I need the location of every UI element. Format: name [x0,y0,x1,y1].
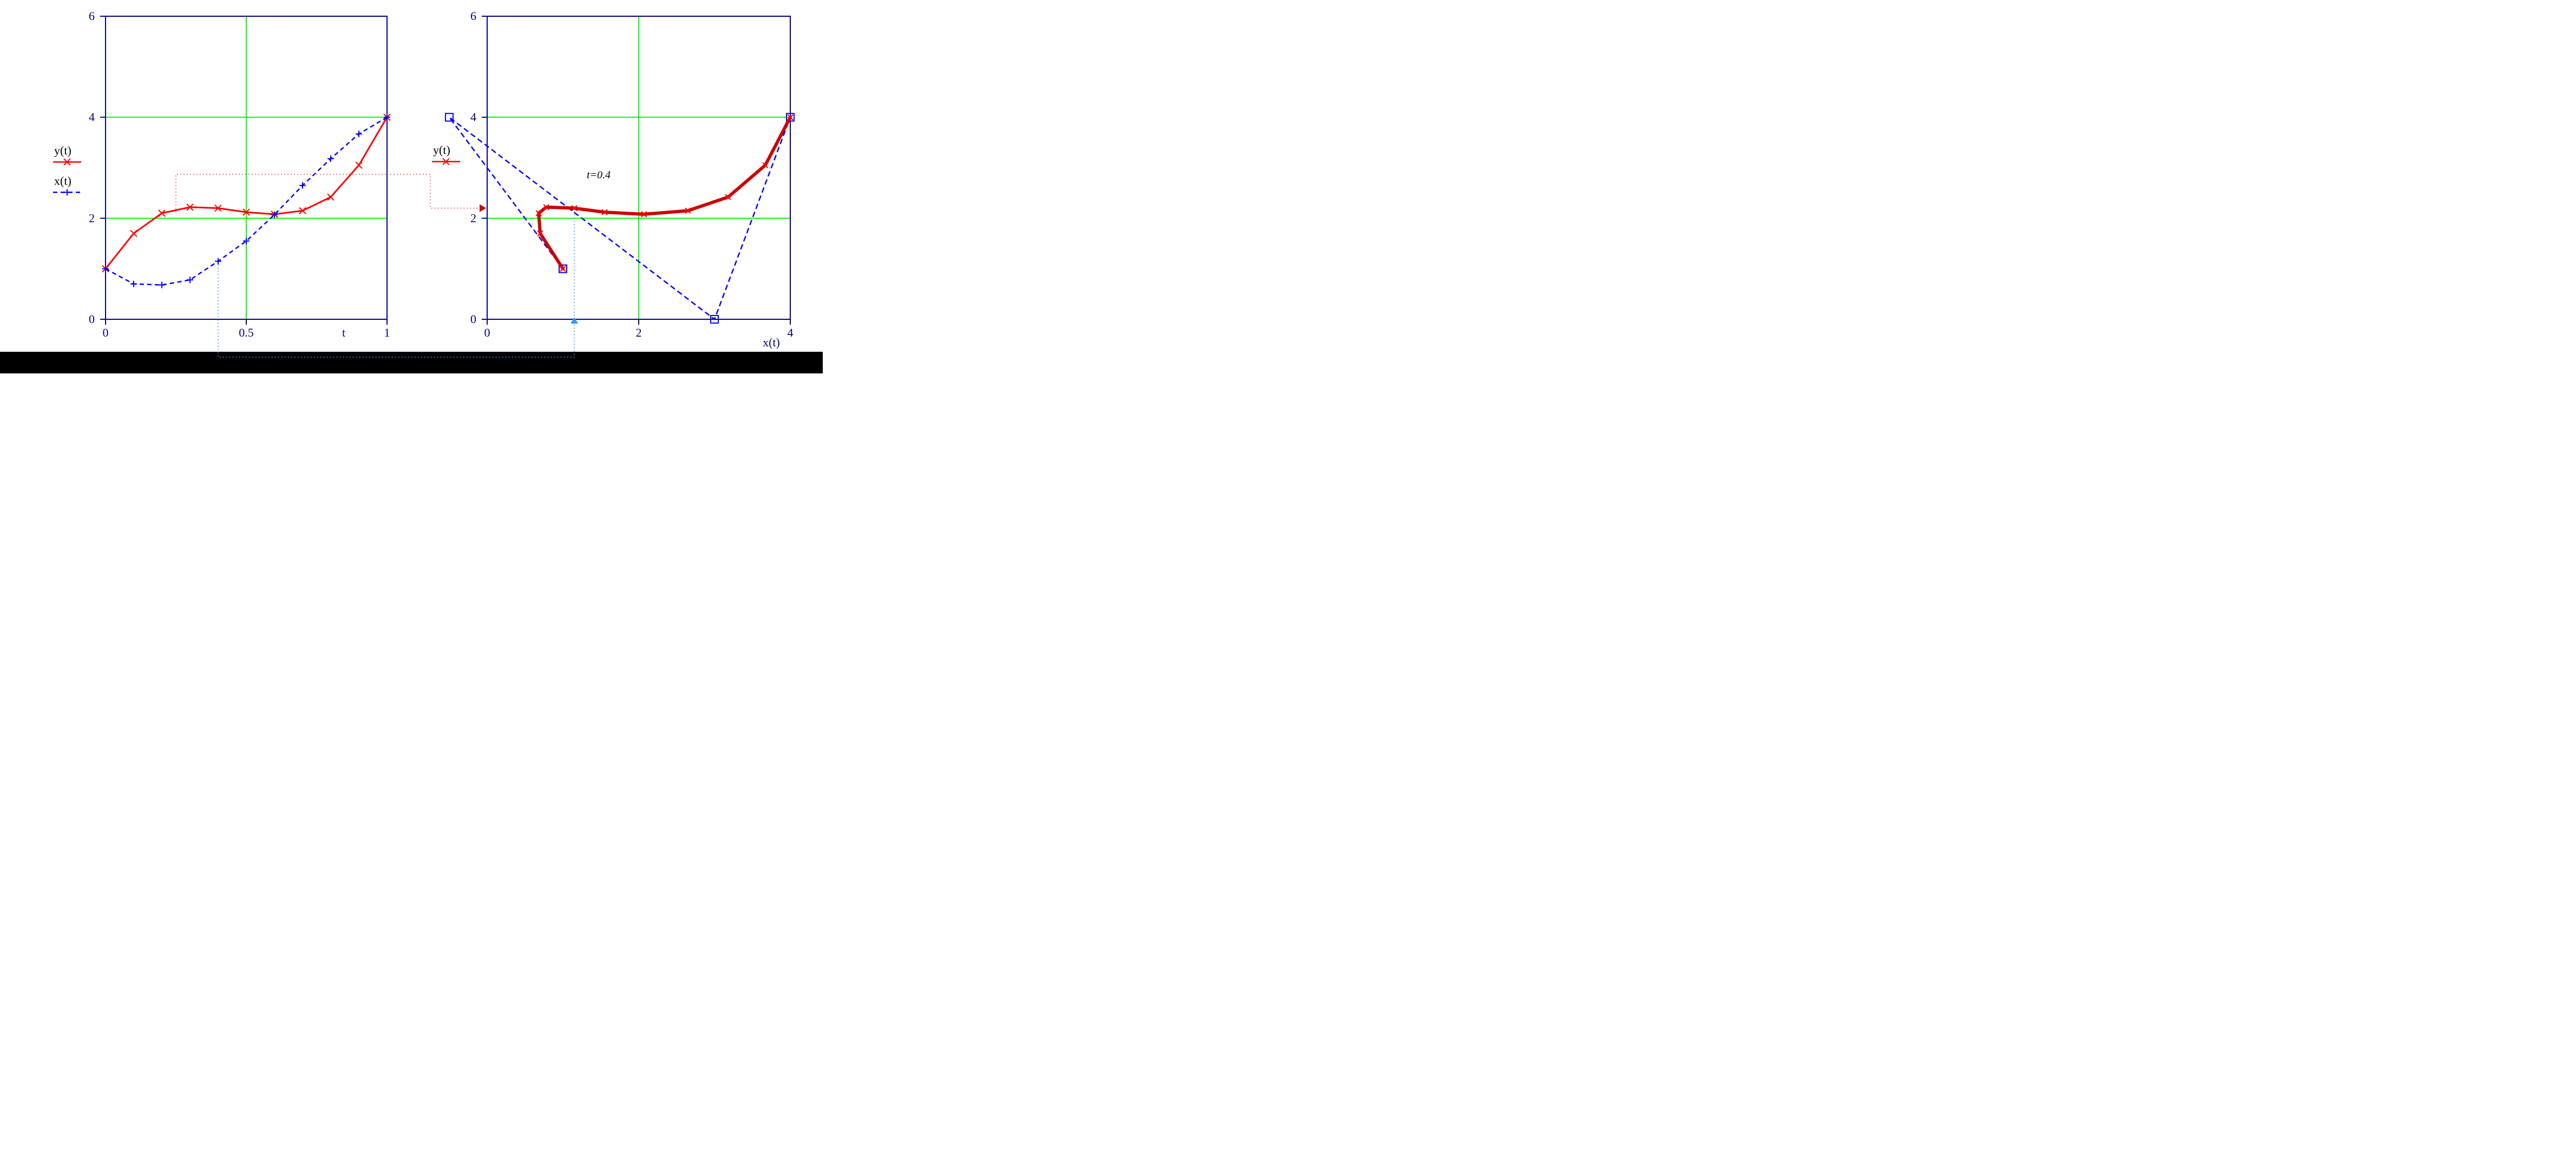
svg-text:0: 0 [103,326,109,339]
svg-text:4: 4 [788,326,794,339]
svg-text:1: 1 [384,326,390,339]
svg-text:x(t): x(t) [54,174,71,187]
svg-text:0: 0 [89,312,95,326]
svg-text:4: 4 [89,110,95,124]
svg-text:0.5: 0.5 [239,326,254,339]
svg-text:6: 6 [470,9,476,23]
svg-text:x(t): x(t) [763,336,780,349]
figure-root: 0 0.5 1 0 2 4 6 0 2 4 0 2 4 6 t x(t) y(t) x(t) y(t) t=0.4 [0,0,823,373]
svg-text:2: 2 [470,211,476,225]
svg-text:2: 2 [89,211,95,225]
svg-text:4: 4 [470,110,476,124]
svg-text:2: 2 [636,326,642,339]
svg-text:t=0.4: t=0.4 [587,169,611,181]
svg-text:t: t [342,326,345,339]
svg-text:0: 0 [484,326,490,339]
svg-text:6: 6 [89,9,95,23]
charts-svg: 0 0.5 1 0 2 4 6 0 2 4 0 2 4 6 t x(t) y(t) x(t) y(t) t=0.4 [0,0,823,373]
svg-text:y(t): y(t) [54,143,71,157]
svg-text:0: 0 [470,312,476,326]
svg-text:y(t): y(t) [433,143,450,157]
